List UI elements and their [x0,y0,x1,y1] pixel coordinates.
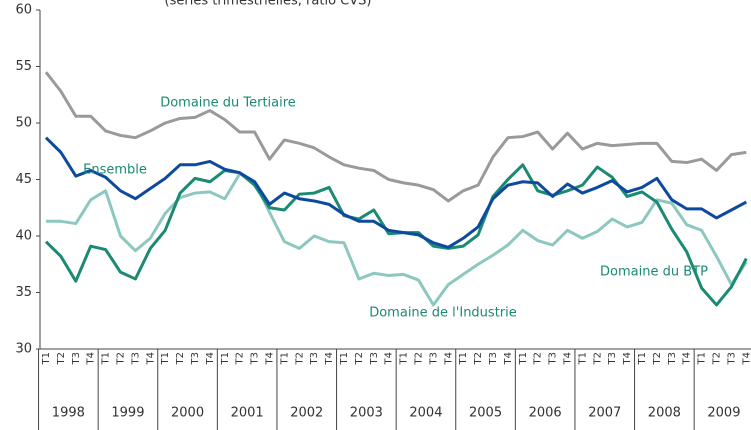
x-tick-label: T1 [279,352,290,365]
y-tick-label: 30 [15,342,32,357]
x-tick-label: T2 [175,352,186,365]
x-tick-label: T4 [682,352,693,365]
x-tick-label: T1 [518,352,529,365]
year-label: 2000 [171,406,204,421]
x-tick-label: T3 [309,352,320,365]
x-tick-label: T2 [712,352,723,365]
x-tick-label: T2 [235,352,246,365]
x-tick-label: T4 [503,352,514,365]
x-tick-label: T1 [697,352,708,365]
series-label: Ensemble [83,163,147,178]
x-tick-label: T2 [56,352,67,365]
x-tick-label: T3 [369,352,380,365]
x-tick-label: T3 [726,352,737,365]
series-label: Domaine du Tertiaire [160,96,296,111]
x-tick-label: T4 [324,352,335,365]
series-line [44,71,747,203]
year-label: 2004 [409,406,442,421]
y-tick-label: 35 [15,285,32,300]
x-tick-label: T2 [473,352,484,365]
x-tick-label: T3 [190,352,201,365]
x-tick-label: T3 [250,352,261,365]
x-tick-label: T2 [414,352,425,365]
x-tick-label: T3 [667,352,678,365]
y-tick-label: 45 [15,172,32,187]
x-tick-label: T4 [205,352,216,365]
x-tick-label: T1 [41,352,52,365]
x-tick-label: T2 [652,352,663,365]
year-label: 1999 [111,406,144,421]
x-tick-label: T4 [741,352,751,365]
x-tick-label: T2 [294,352,305,365]
series-line [44,136,748,249]
x-tick-label: T3 [607,352,618,365]
x-tick-label: T3 [428,352,439,365]
x-tick-label: T1 [637,352,648,365]
x-tick-label: T4 [443,352,454,365]
year-label: 2009 [707,406,740,421]
y-tick-label: 40 [15,229,32,244]
x-tick-label: T2 [592,352,603,365]
x-tick-label: T1 [101,352,112,365]
year-label: 2003 [350,406,383,421]
chart-subtitle: (séries trimestrielles, ratio CVS) [165,0,372,9]
x-tick-label: T1 [577,352,588,365]
year-label: 2006 [529,406,562,421]
x-tick-label: T1 [220,352,231,365]
series-line [46,172,748,307]
x-tick-label: T2 [116,352,127,365]
x-tick-label: T1 [339,352,350,365]
x-tick-label: T4 [86,352,97,365]
series-line [44,163,748,307]
year-label: 2002 [290,406,323,421]
year-label: 1998 [52,406,85,421]
x-tick-label: T3 [488,352,499,365]
x-tick-label: T4 [384,352,395,365]
x-tick-label: T4 [265,352,276,365]
x-tick-label: T3 [71,352,82,365]
year-label: 2001 [231,406,264,421]
x-tick-label: T4 [563,352,574,365]
y-tick-label: 60 [15,3,32,18]
x-tick-label: T1 [399,352,410,365]
x-tick-label: T3 [130,352,141,365]
y-tick-label: 55 [15,59,32,74]
x-tick-label: T2 [354,352,365,365]
x-tick-label: T4 [145,352,156,365]
series-label: Domaine du BTP [600,265,708,280]
year-label: 2008 [648,406,681,421]
year-label: 2007 [588,406,621,421]
x-tick-label: T1 [458,352,469,365]
x-tick-label: T3 [548,352,559,365]
year-label: 2005 [469,406,502,421]
x-tick-label: T4 [622,352,633,365]
x-tick-label: T1 [160,352,171,365]
x-tick-label: T2 [533,352,544,365]
series-label: Domaine de l'Industrie [369,306,517,321]
y-tick-label: 50 [15,116,32,131]
